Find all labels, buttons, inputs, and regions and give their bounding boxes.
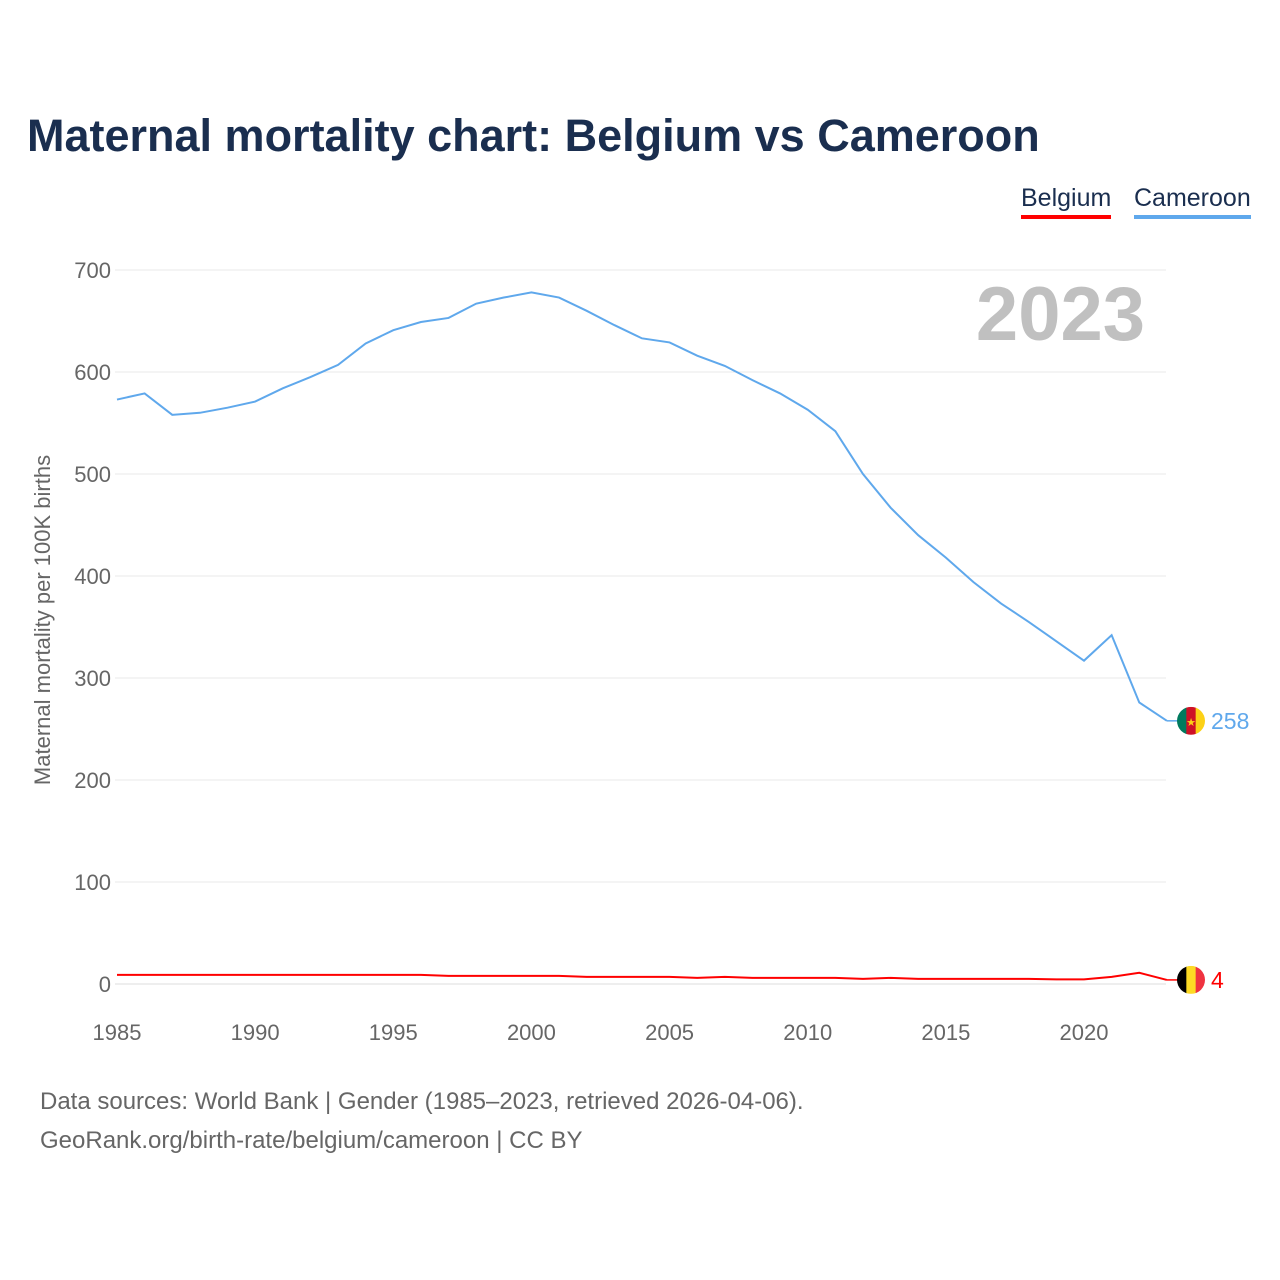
x-tick-label: 2015: [921, 1020, 970, 1045]
x-tick-label: 2000: [507, 1020, 556, 1045]
y-axis-label: Maternal mortality per 100K births: [30, 455, 55, 785]
source-link[interactable]: GeoRank.org/birth-rate/belgium/cameroon …: [40, 1127, 583, 1154]
flag-star-icon: ★: [1186, 717, 1196, 729]
y-tick-label: 400: [74, 564, 111, 589]
series-line-belgium: [117, 971, 1168, 981]
flag-stripe: [1186, 706, 1197, 735]
flag-stripe: [1186, 965, 1197, 994]
end-value-label: 258: [1211, 708, 1249, 734]
y-tick-label: 300: [74, 666, 111, 691]
y-tick-label: 100: [74, 870, 111, 895]
flag-stripe: [1195, 706, 1205, 735]
y-tick-label: 700: [74, 258, 111, 283]
flag-stripe: [1177, 965, 1187, 994]
x-tick-label: 2010: [783, 1020, 832, 1045]
y-tick-label: 600: [74, 360, 111, 385]
legend-cameroon[interactable]: Cameroon: [1134, 184, 1251, 219]
legend-belgium[interactable]: Belgium: [1021, 184, 1112, 219]
flag-stripe: [1195, 965, 1205, 994]
x-tick-label: 1995: [369, 1020, 418, 1045]
chart-title: Maternal mortality chart: Belgium vs Cam…: [27, 110, 1040, 161]
x-tick-label: 2020: [1060, 1020, 1109, 1045]
end-value-label: 4: [1211, 967, 1224, 993]
y-tick-label: 500: [74, 462, 111, 487]
series-line-cameroon: [116, 291, 1168, 722]
y-tick-label: 0: [99, 972, 111, 997]
y-tick-label: 200: [74, 768, 111, 793]
x-tick-label: 2005: [645, 1020, 694, 1045]
x-tick-label: 1990: [231, 1020, 280, 1045]
source-note: Data sources: World Bank | Gender (1985–…: [40, 1088, 804, 1115]
flag-stripe: [1177, 706, 1187, 735]
x-tick-label: 1985: [93, 1020, 142, 1045]
year-label: 2023: [976, 272, 1145, 357]
